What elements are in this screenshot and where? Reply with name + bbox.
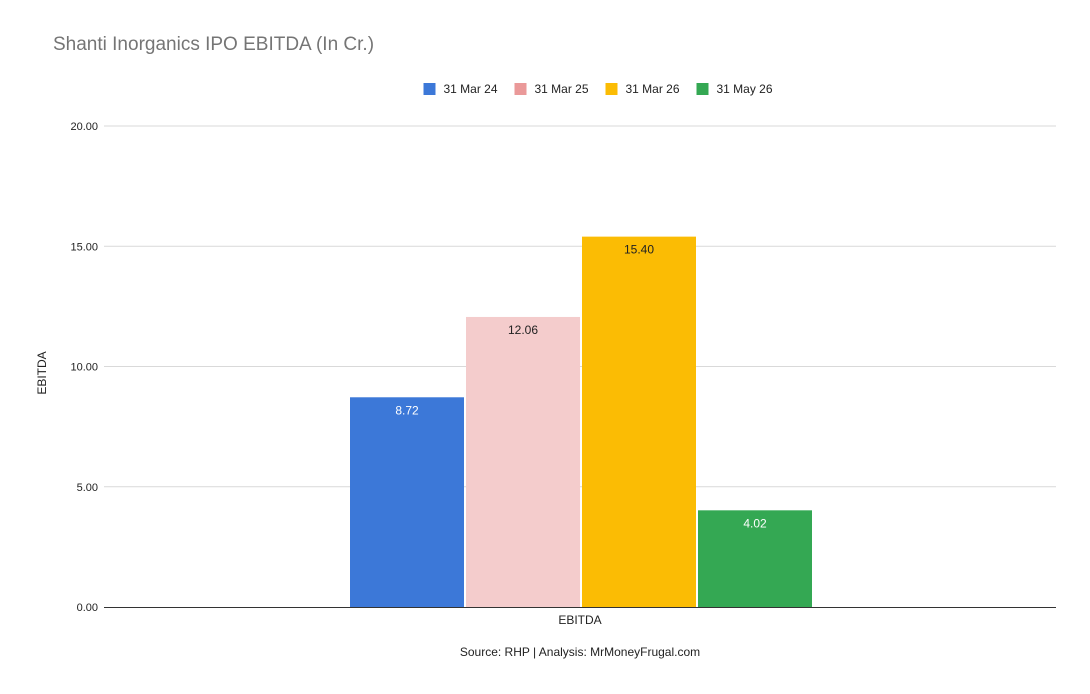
legend-label: 31 May 26 [717,82,773,96]
legend-swatch [514,83,527,95]
legend-label: 31 Mar 26 [626,82,680,96]
legend-swatch [605,83,618,95]
legend-swatch [696,83,709,95]
chart-legend: 31 Mar 24 31 Mar 25 31 Mar 26 31 May 26 [423,82,773,96]
y-tick-label: 5.00 [77,482,98,494]
bar-31-mar-26 [582,236,696,607]
bars [350,236,812,607]
x-axis-category-label: EBITDA [558,613,601,627]
bar-data-label: 12.06 [508,323,538,337]
y-tick-label: 15.00 [70,241,98,253]
y-tick-label: 0.00 [77,602,98,614]
chart-title: Shanti Inorganics IPO EBITDA (In Cr.) [53,34,374,55]
y-axis-label: EBITDA [35,351,49,394]
source-note: Source: RHP | Analysis: MrMoneyFrugal.co… [460,645,700,659]
bar-data-label: 4.02 [743,516,767,530]
y-tick-label: 20.00 [70,121,98,133]
legend-label: 31 Mar 25 [535,82,589,96]
bar-data-label: 8.72 [395,403,419,417]
bar-31-mar-24 [350,397,464,607]
legend-swatch [423,83,436,95]
bar-31-mar-25 [466,316,580,607]
bar-data-label: 15.40 [624,243,654,257]
bar-31-may-26 [698,510,812,607]
legend-label: 31 Mar 24 [444,82,498,96]
y-axis-ticks: 0.00 5.00 10.00 15.00 20.00 [70,121,98,614]
data-labels: 8.72 12.06 15.40 4.02 [395,243,767,531]
y-tick-label: 10.00 [70,362,98,374]
